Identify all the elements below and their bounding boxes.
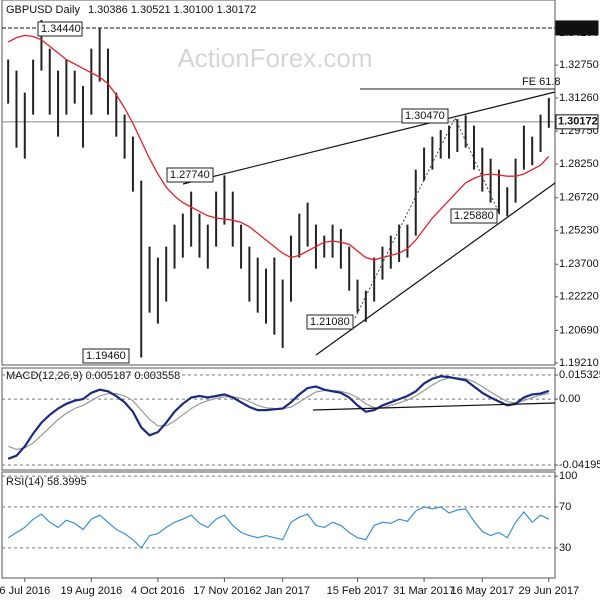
y-tick-label: 100 bbox=[559, 470, 577, 482]
x-tick-label: 2 Jan 2017 bbox=[255, 585, 309, 597]
y-tick-label: 1.20690 bbox=[559, 324, 599, 336]
x-tick-label: 29 Jun 2017 bbox=[519, 585, 580, 597]
level-box bbox=[555, 114, 599, 130]
y-tick-label: 70 bbox=[559, 501, 571, 513]
price-panel bbox=[1, 0, 556, 366]
level-label: 1.34440 bbox=[558, 22, 598, 34]
label-box bbox=[82, 348, 130, 364]
level-label: 1.30172 bbox=[558, 116, 598, 128]
annotation: 1.21080 bbox=[310, 316, 350, 328]
watermark: ActionForex.com bbox=[177, 43, 372, 73]
series-line bbox=[7, 377, 549, 451]
trend-line bbox=[315, 182, 556, 356]
x-tick-label: 17 Nov 2016 bbox=[193, 585, 255, 597]
x-tick-label: 15 Feb 2017 bbox=[327, 585, 389, 597]
y-tick-label: 1.22220 bbox=[559, 291, 599, 303]
macd-panel bbox=[1, 367, 556, 471]
annotation: 1.27740 bbox=[170, 169, 210, 181]
annotation: 1.34440 bbox=[41, 23, 81, 35]
chart-title: GBPUSD Daily bbox=[6, 4, 80, 16]
label-box bbox=[37, 21, 83, 37]
y-tick-label: 1.26720 bbox=[559, 192, 599, 204]
y-tick-label: 1.31260 bbox=[559, 92, 599, 104]
annotations: FE 61.8 1.34440 1.27740 1.30470 1.25880 … bbox=[37, 21, 561, 411]
x-tick-label: 19 Aug 2016 bbox=[60, 585, 122, 597]
label-box bbox=[166, 167, 214, 183]
annotation: 1.30470 bbox=[405, 110, 445, 122]
x-tick-label: 6 Jul 2016 bbox=[0, 585, 50, 597]
y-tick-label: 1.25230 bbox=[559, 224, 599, 236]
annotation: 1.25880 bbox=[454, 210, 494, 222]
label-box bbox=[401, 108, 449, 124]
series-line bbox=[7, 506, 550, 549]
moving-average bbox=[7, 34, 550, 261]
chart-subtitle: 1.30386 1.30521 1.30100 1.30172 bbox=[88, 4, 256, 16]
macd-title: MACD(12,26,9) 0.005187 0.003558 bbox=[6, 370, 180, 382]
macd-trend-line bbox=[312, 402, 556, 411]
y-tick-label: 30 bbox=[559, 542, 571, 554]
level-box bbox=[555, 20, 599, 36]
series-line bbox=[7, 375, 550, 460]
annotation: 1.19460 bbox=[86, 350, 126, 362]
y-tick-label: 1.32750 bbox=[559, 59, 599, 71]
x-tick-label: 16 May 2017 bbox=[450, 585, 514, 597]
label-box bbox=[450, 208, 498, 224]
annotation: FE 61.8 bbox=[522, 76, 561, 88]
rsi-panel bbox=[1, 471, 556, 579]
y-tick-label: 1.19210 bbox=[559, 357, 599, 369]
trend-line bbox=[182, 91, 556, 185]
y-tick-label: 0.00 bbox=[559, 393, 580, 405]
y-tick-label: -0.041957 bbox=[559, 459, 600, 471]
label-box bbox=[306, 314, 354, 330]
rsi-title: RSI(14) 58.3995 bbox=[6, 476, 87, 488]
x-tick-label: 4 Oct 2016 bbox=[131, 585, 185, 597]
x-tick-label: 31 Mar 2017 bbox=[393, 585, 455, 597]
y-tick-label: 1.28250 bbox=[559, 158, 599, 170]
y-tick-label: 0.015325 bbox=[559, 369, 600, 381]
y-tick-label: 1.23700 bbox=[559, 258, 599, 270]
